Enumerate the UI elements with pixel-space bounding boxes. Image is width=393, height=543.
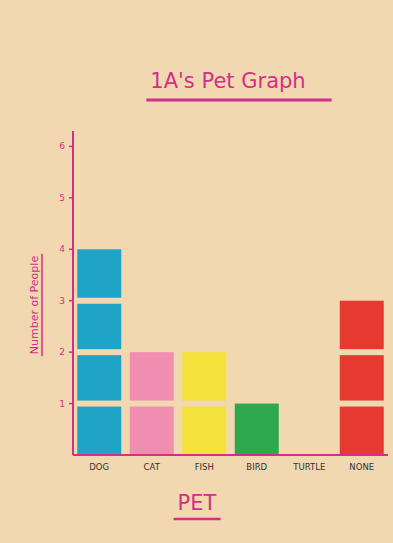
- square-gap: [76, 298, 122, 304]
- square-gap: [129, 401, 175, 407]
- chart: 1A's Pet Graph 1 2 3 4 5 6 DOG CAT FISH BIRD TURTLE…: [0, 0, 393, 543]
- y-tick: [69, 249, 73, 251]
- bar: [130, 352, 174, 455]
- title-underline: [146, 99, 331, 102]
- bars: [76, 249, 385, 455]
- y-tick-label: 5: [59, 193, 65, 203]
- y-axis-title: Number of People: [28, 256, 41, 355]
- y-tick: [69, 300, 73, 302]
- x-title-underline: [174, 518, 221, 521]
- x-axis: [73, 454, 388, 456]
- paper: [0, 0, 393, 543]
- x-tick-label: DOG: [89, 462, 109, 472]
- square-gap: [339, 401, 385, 407]
- bar: [235, 404, 279, 455]
- y-tick: [69, 351, 73, 353]
- y-tick-label: 2: [59, 347, 65, 357]
- square-gap: [181, 401, 227, 407]
- bar: [182, 352, 226, 455]
- square-gap: [339, 349, 385, 355]
- x-tick-label: TURTLE: [292, 462, 325, 472]
- x-tick-label: BIRD: [246, 462, 267, 472]
- y-title-underline: [41, 254, 43, 357]
- title: 1A's Pet Graph: [150, 69, 305, 93]
- y-axis: [72, 131, 74, 455]
- y-tick-label: 3: [59, 296, 65, 306]
- y-tick: [69, 403, 73, 405]
- y-tick-label: 1: [59, 399, 65, 409]
- x-axis-title: PET: [178, 491, 217, 515]
- y-tick-label: 4: [59, 244, 65, 254]
- y-tick: [69, 197, 73, 199]
- y-tick: [69, 146, 73, 148]
- x-tick-label: CAT: [144, 462, 161, 472]
- x-tick-label: NONE: [349, 462, 374, 472]
- y-tick-label: 6: [59, 141, 65, 151]
- square-gap: [76, 401, 122, 407]
- x-tick-label: FISH: [195, 462, 214, 472]
- square-gap: [76, 349, 122, 355]
- bar: [340, 301, 384, 455]
- bar: [77, 249, 121, 455]
